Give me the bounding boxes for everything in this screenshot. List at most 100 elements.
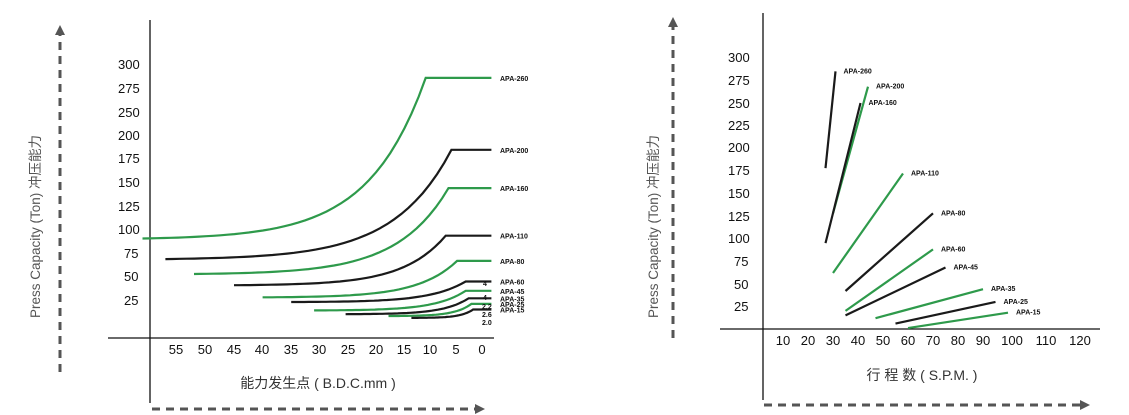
series-label: APA-110 [911, 171, 939, 178]
curve-apa-35 [345, 297, 492, 316]
curve-apa-60 [291, 280, 492, 304]
y-tick-label: 100 [118, 222, 140, 237]
y-tick-label: 250 [118, 105, 140, 120]
series-label: APA-260 [500, 76, 528, 83]
line-group [824, 71, 1009, 330]
annotation: 2.0 [482, 320, 492, 327]
y-tick-label: 125 [118, 199, 140, 214]
y-tick-label: 175 [728, 163, 750, 178]
series-label: APA-260 [844, 68, 872, 75]
x-tick-label: 70 [926, 333, 940, 348]
series-label: APA-25 [1004, 299, 1028, 306]
y-tick-label: 200 [728, 140, 750, 155]
x-tick-label: 50 [876, 333, 890, 348]
y-tick-label: 300 [728, 50, 750, 65]
x-tick-label: 110 [1036, 333, 1057, 348]
x-tick-label: 30 [312, 342, 326, 357]
series-label-group: APA-260 APA-200 APA-160 APA-110 APA-80 APA-60… [844, 68, 1041, 316]
line-apa-80 [844, 212, 934, 292]
x-tick-label: 40 [255, 342, 269, 357]
y-tick-label: 225 [728, 118, 750, 133]
x-tick-label: 30 [826, 333, 840, 348]
x-tick-label: 100 [1001, 333, 1023, 348]
curve-apa-260 [142, 76, 492, 240]
y-axis-title: Press Capacity (Ton) 冲压能力 [646, 135, 661, 318]
x-tick-label: 20 [369, 342, 383, 357]
x-tick-label: 0 [478, 342, 485, 357]
bdc-capacity-chart: Press Capacity (Ton) 冲压能力 300 275 250 20… [28, 20, 528, 414]
x-tick-label: 80 [951, 333, 965, 348]
y-tick-label: 275 [118, 81, 140, 96]
series-label: APA-60 [500, 280, 524, 287]
y-tick-label: 50 [124, 269, 138, 284]
y-tick-label: 175 [118, 151, 140, 166]
series-label: APA-200 [876, 84, 904, 91]
x-tick-label: 35 [284, 342, 298, 357]
y-tick-label: 125 [728, 209, 750, 224]
y-tick-label: 150 [118, 175, 140, 190]
x-tick-label: 40 [851, 333, 865, 348]
y-tick-label: 75 [124, 246, 138, 261]
series-label: APA-60 [941, 246, 965, 253]
series-label: APA-15 [1016, 310, 1040, 317]
y-tick-label: 75 [734, 254, 748, 269]
series-label: APA-160 [869, 100, 897, 107]
line-apa-25 [895, 300, 996, 325]
line-apa-60 [844, 248, 934, 312]
line-apa-110 [832, 172, 904, 274]
y-tick-label: 100 [728, 231, 750, 246]
y-axis-title: Press Capacity (Ton) 冲压能力 [28, 135, 43, 318]
y-tick-label: 25 [734, 299, 748, 314]
annotation: 2.6 [482, 312, 492, 319]
x-tick-label: 55 [169, 342, 183, 357]
x-tick-label: 10 [423, 342, 437, 357]
series-label: APA-35 [991, 286, 1015, 293]
curve-apa-200 [165, 148, 492, 261]
line-apa-45 [845, 266, 946, 317]
x-tick-label: 90 [976, 333, 990, 348]
series-label-group: APA-260 APA-200 APA-160 APA-110 APA-80 APA-60… [500, 76, 528, 315]
x-tick-label: 10 [776, 333, 790, 348]
line-apa-35 [875, 288, 984, 320]
line-apa-160 [824, 102, 862, 244]
series-label: APA-15 [500, 308, 524, 315]
y-tick-labels: 300 275 250 200 175 150 125 100 75 50 25 [118, 57, 140, 308]
series-label: APA-45 [954, 265, 978, 272]
x-tick-label: 15 [397, 342, 411, 357]
annotation: 4 [483, 281, 487, 288]
x-tick-label: 120 [1069, 333, 1091, 348]
series-label: APA-45 [500, 289, 524, 296]
line-apa-15 [907, 311, 1009, 330]
curve-apa-15 [411, 308, 492, 319]
y-tick-label: 50 [734, 277, 748, 292]
y-tick-label: 300 [118, 57, 140, 72]
annotation: 2.2 [482, 304, 492, 311]
x-tick-labels: 10 20 30 40 50 60 70 80 90 100 110 120 [776, 333, 1091, 348]
curve-group [142, 76, 492, 319]
series-label: APA-110 [500, 234, 528, 241]
series-label: APA-200 [500, 148, 528, 155]
curve-apa-45 [314, 289, 492, 312]
series-label: APA-25 [500, 302, 524, 309]
x-tick-label: 50 [198, 342, 212, 357]
y-tick-labels: 300 275 250 225 200 175 150 125 100 75 5… [728, 50, 750, 314]
x-axis-title: 行 程 数 ( S.P.M. ) [867, 367, 978, 383]
curve-apa-160 [193, 187, 492, 276]
x-tick-label: 60 [901, 333, 915, 348]
series-label: APA-35 [500, 296, 524, 303]
curve-apa-110 [234, 234, 492, 287]
series-label: APA-80 [500, 259, 524, 266]
y-tick-label: 150 [728, 186, 750, 201]
x-axis-title: 能力发生点 ( B.D.C.mm ) [240, 375, 396, 391]
x-tick-label: 20 [801, 333, 815, 348]
curve-apa-25 [388, 302, 492, 318]
x-tick-label: 5 [452, 342, 459, 357]
x-tick-label: 45 [227, 342, 241, 357]
y-tick-label: 200 [118, 128, 140, 143]
annotation: 4 [483, 295, 487, 302]
line-apa-260 [824, 71, 837, 169]
curve-apa-80 [262, 259, 492, 299]
annotation-group: 4 4 2.2 2.6 2.0 [482, 281, 492, 327]
y-tick-label: 250 [728, 96, 750, 111]
